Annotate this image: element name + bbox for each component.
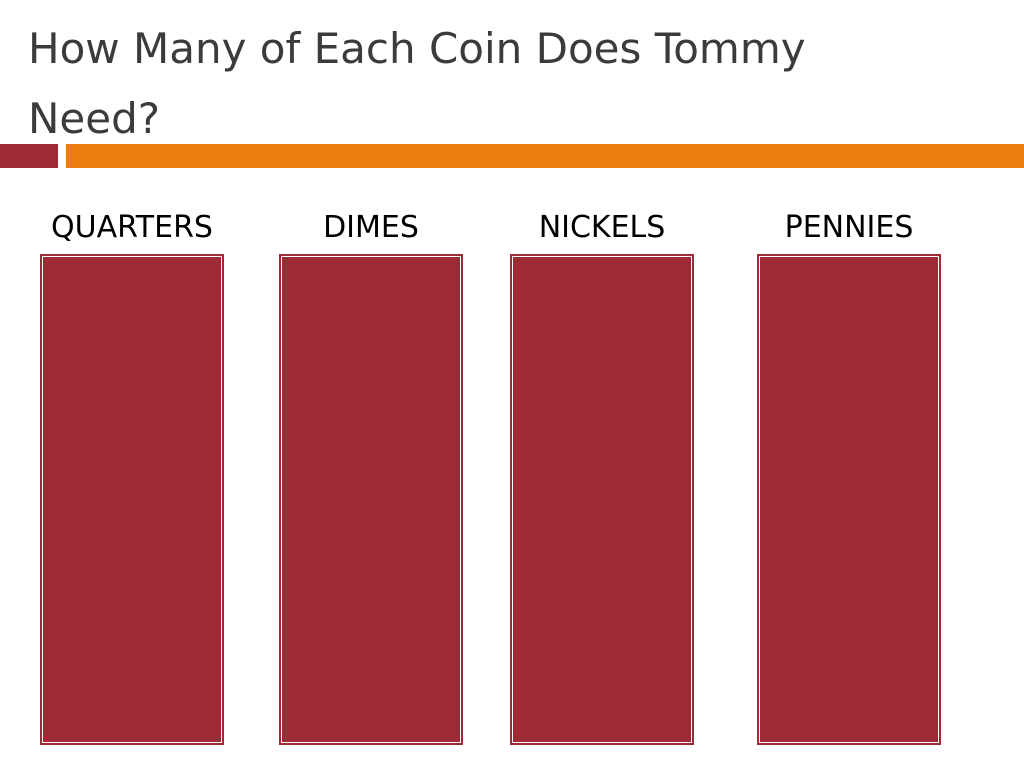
column-box <box>40 254 224 745</box>
column-box <box>279 254 463 745</box>
coin-column: PENNIES <box>757 204 941 745</box>
slide-title: How Many of Each Coin Does Tommy Need? <box>28 24 806 143</box>
column-box <box>510 254 694 745</box>
coin-column: DIMES <box>279 204 463 745</box>
column-box <box>757 254 941 745</box>
accent-bar <box>0 144 58 168</box>
column-label: QUARTERS <box>51 210 213 245</box>
coin-column: NICKELS <box>510 204 694 745</box>
column-label: PENNIES <box>784 210 914 245</box>
column-label: NICKELS <box>538 210 666 245</box>
accent-bar <box>66 144 1024 168</box>
column-label: DIMES <box>323 210 419 245</box>
coin-column: QUARTERS <box>40 204 224 745</box>
